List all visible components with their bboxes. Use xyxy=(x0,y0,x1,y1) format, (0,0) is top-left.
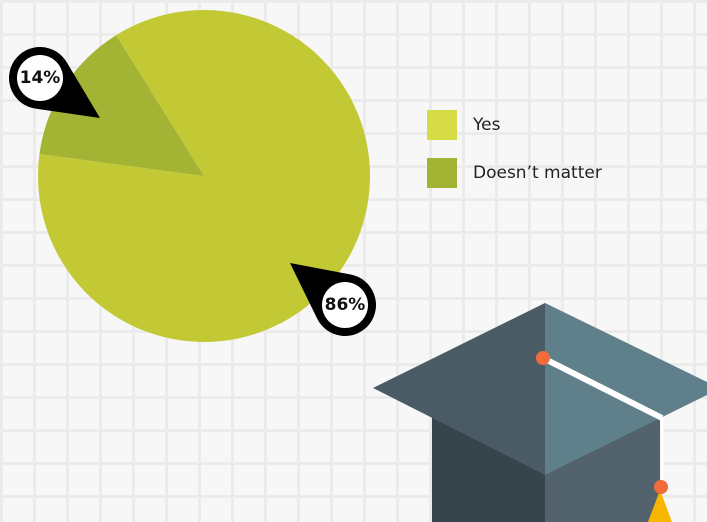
label-pin-face xyxy=(17,55,63,101)
pie-slice xyxy=(37,10,370,343)
pie-slice xyxy=(39,35,204,176)
value-label: 14% xyxy=(20,68,61,88)
legend-swatch xyxy=(427,110,457,140)
legend-label: Doesn’t matter xyxy=(473,163,602,183)
label-pin-face xyxy=(322,282,368,328)
legend-label: Yes xyxy=(472,115,501,135)
graduation-cap xyxy=(373,303,707,522)
value-label: 86% xyxy=(325,295,366,315)
legend-swatch xyxy=(427,158,457,188)
